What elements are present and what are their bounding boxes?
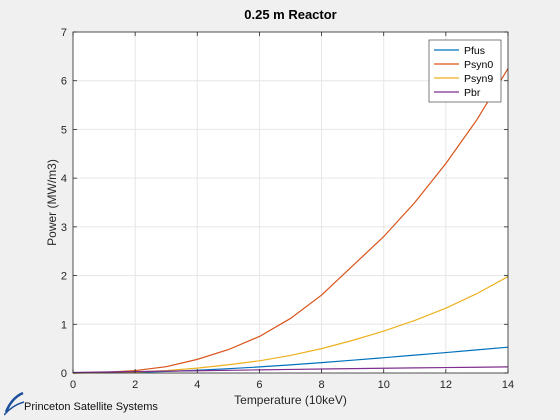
legend-label-pfus: Pfus	[464, 45, 485, 57]
y-tick-label: 6	[61, 76, 67, 88]
y-tick-label: 3	[61, 222, 67, 234]
x-tick-label: 0	[70, 379, 76, 391]
brand-name: Princeton Satellite Systems	[24, 401, 158, 413]
y-tick-label: 2	[61, 271, 67, 283]
legend-label-psyn9: Psyn9	[464, 73, 493, 85]
legend-label-psyn0: Psyn0	[464, 59, 493, 71]
x-tick-label: 4	[194, 379, 200, 391]
x-tick-label: 6	[256, 379, 262, 391]
x-tick-label: 2	[132, 379, 138, 391]
y-tick-label: 5	[61, 124, 67, 136]
series-line-pbr	[72, 366, 509, 374]
x-axis-label: Temperature (10keV)	[234, 393, 347, 407]
y-tick-label: 0	[61, 368, 67, 380]
x-tick-label: 12	[440, 379, 452, 391]
x-tick-label: 10	[378, 379, 390, 391]
x-tick-label: 14	[502, 379, 514, 391]
y-axis-label: Power (MW/m3)	[45, 159, 59, 246]
legend-label-pbr: Pbr	[464, 87, 481, 99]
series-line-psyn0	[72, 68, 509, 374]
brand-logo: Princeton Satellite Systems	[4, 390, 158, 416]
axes-box	[72, 31, 509, 374]
y-tick-label: 4	[61, 173, 67, 185]
chart-title: 0.25 m Reactor	[244, 7, 337, 22]
y-tick-label: 7	[61, 27, 67, 39]
x-tick-label: 8	[319, 379, 325, 391]
orbit-logo-icon	[4, 391, 24, 416]
y-tick-label: 1	[61, 319, 67, 331]
